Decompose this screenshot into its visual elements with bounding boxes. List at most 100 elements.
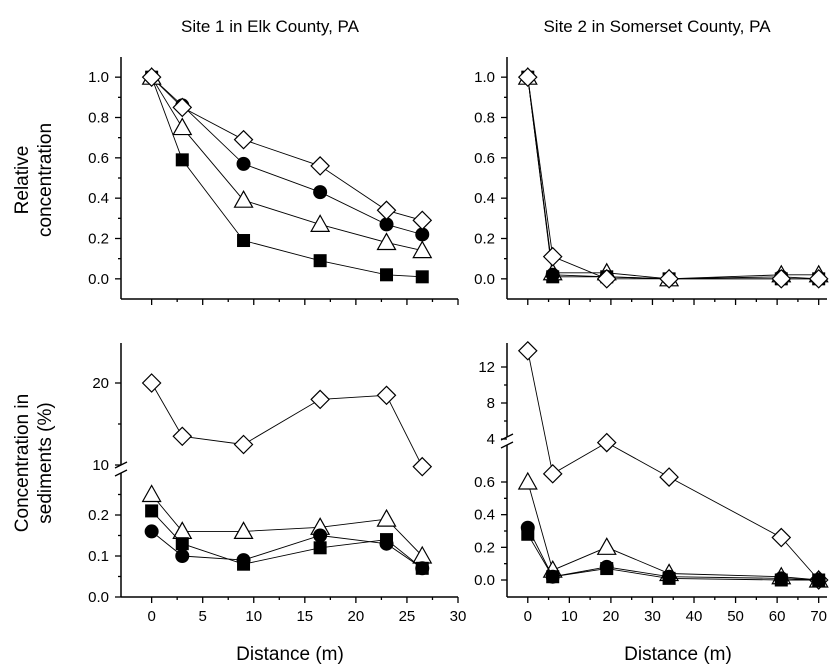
panel-4-series-1-point — [659, 467, 679, 487]
panel-2-series-2-point — [545, 267, 560, 282]
panel-3-x-tick-label: 30 — [450, 608, 467, 625]
y-axis-title-top-line2: concentration — [35, 123, 56, 237]
y-axis-title-bottom-line2: sediments (%) — [35, 402, 56, 523]
panel-3-x-tick-label: 20 — [348, 608, 365, 625]
panel-3-series-4-point — [145, 504, 159, 518]
panel-3-y-tick-label: 0.0 — [88, 589, 109, 606]
panel-1-series-1-line — [151, 76, 423, 221]
panel-2-y-tick-label: 0.2 — [474, 231, 495, 248]
panel-4-series-4-point — [812, 573, 826, 587]
panel-3-y-tick-label: 20 — [92, 375, 109, 392]
panel-2-y-tick-label: 0.8 — [474, 110, 495, 127]
panel-3-series-1-line — [151, 382, 423, 467]
panel-4-y-tick-label: 4 — [487, 431, 495, 448]
panel-title-site-1: Site 1 in Elk County, PA — [181, 17, 360, 36]
panel-1-series-1-point — [376, 200, 397, 221]
panel-3-x-tick-label: 0 — [147, 608, 155, 625]
panel-3-series-3-point — [144, 524, 159, 539]
panel-3-series-1-point — [233, 434, 254, 455]
y-axis-title-top-line1: Relative — [12, 146, 33, 215]
panel-4-series-4-point — [662, 571, 676, 585]
panel-2-series-1-point — [542, 246, 563, 267]
panel-2-series-1-point — [659, 268, 679, 289]
panel-4-y-tick-label: 12 — [478, 359, 495, 376]
panel-1-series-1-point — [412, 210, 433, 231]
panel-4-series-2-point — [596, 537, 617, 555]
panel-2-series-1-point — [596, 268, 617, 289]
panel-1-y-tick-label: 0.8 — [88, 110, 109, 127]
panel-1-series-3-point — [376, 232, 397, 251]
panel-4-series-1-point — [517, 340, 538, 361]
panel-1-series-2-point — [313, 185, 328, 200]
panel-1-series-1-point — [172, 97, 193, 118]
panel-1-y-tick-label: 1.0 — [88, 69, 109, 86]
panel-1-y-tick-label: 0.4 — [88, 190, 109, 207]
panel-3-series-1-point — [376, 385, 397, 406]
panel-1-y-tick-label: 0.6 — [88, 150, 109, 167]
panel-3-series-2-point — [376, 508, 397, 527]
panel-3-y-tick-label: 10 — [92, 457, 109, 474]
panel-4-x-tick-label: 20 — [603, 608, 620, 625]
panel-3-series-1-point — [412, 456, 433, 477]
panel-1-series-4-point — [313, 254, 327, 268]
panel-1-series-3-point — [172, 117, 193, 136]
panel-3-series-1-point — [310, 389, 330, 410]
panel-2-series-2-line — [527, 77, 819, 280]
panel-4-y-tick-label: 0.0 — [474, 572, 495, 589]
panel-1-series-1-point — [310, 156, 330, 176]
panel-3-x-tick-label: 25 — [399, 608, 416, 625]
x-axis-title-right: Distance (m) — [624, 644, 732, 665]
panel-2-series-4-line — [527, 77, 819, 280]
panel-3-series-3-point — [175, 549, 190, 563]
y-axis-title-bottom-line1: Concentration in — [12, 394, 33, 532]
panel-3-axis-break-mark — [114, 469, 128, 477]
panel-1-series-1-point — [233, 129, 254, 150]
panel-2-series-1-line — [527, 77, 819, 280]
panel-3-x-tick-label: 10 — [245, 608, 262, 625]
panel-3-series-4-point — [237, 557, 251, 571]
panel-1-series-3-point — [412, 240, 433, 259]
panel-4-y-tick-label: 8 — [487, 395, 495, 412]
panel-4-series-4-point — [600, 562, 614, 576]
panel-4-x-tick-label: 0 — [524, 608, 532, 625]
panel-4-series-4-point — [546, 570, 560, 584]
panel-3-y-tick-label: 0.1 — [88, 548, 109, 565]
panel-4-series-4-point — [521, 527, 535, 541]
panel-3-series-1-point — [172, 426, 193, 447]
panel-4-y-tick-label: 0.2 — [474, 539, 495, 556]
panel-2-series-1-point — [771, 268, 792, 289]
panel-4-series-1-line — [527, 350, 820, 581]
panel-1-series-1-point — [141, 67, 162, 88]
panel-2-series-3-line — [527, 77, 819, 280]
panel-4-x-tick-label: 40 — [686, 608, 703, 625]
panel-4-series-4-point — [774, 573, 788, 587]
panel-1-y-tick-label: 0.0 — [88, 271, 109, 288]
panel-1-series-3-point — [233, 189, 254, 208]
panel-4-series-2-point — [517, 471, 538, 490]
panel-4-x-tick-label: 50 — [727, 608, 744, 625]
panel-3-series-4-point — [313, 541, 327, 555]
panel-1-series-2-point — [236, 156, 251, 171]
panel-1-series-3-point — [310, 214, 331, 232]
panel-2-y-tick-label: 1.0 — [474, 69, 495, 86]
panel-3-series-3-point — [313, 528, 328, 543]
panel-1-y-tick-label: 0.2 — [88, 231, 109, 248]
panel-1-series-4-point — [175, 153, 189, 167]
panel-4-x-tick-label: 10 — [561, 608, 578, 625]
panel-4-axis-break-mark — [500, 441, 514, 449]
panel-4-y-tick-label: 0.6 — [474, 474, 495, 491]
panel-title-site-2: Site 2 in Somerset County, PA — [543, 17, 771, 36]
x-axis-title-left: Distance (m) — [236, 644, 344, 665]
panel-3-x-tick-label: 5 — [199, 608, 207, 625]
panel-2-y-tick-label: 0.0 — [474, 271, 495, 288]
panel-3-series-2-point — [141, 484, 162, 503]
panel-3-series-4-point — [415, 561, 429, 575]
panel-2-y-tick-label: 0.6 — [474, 150, 495, 167]
panel-3-series-2-point — [233, 521, 254, 540]
panel-1-series-2-point — [379, 217, 394, 232]
panel-1-series-4-point — [380, 268, 394, 282]
panel-2-series-1-point — [517, 67, 538, 88]
panel-3-y-tick-label: 0.2 — [88, 507, 109, 524]
panel-3-series-1-point — [141, 373, 162, 393]
